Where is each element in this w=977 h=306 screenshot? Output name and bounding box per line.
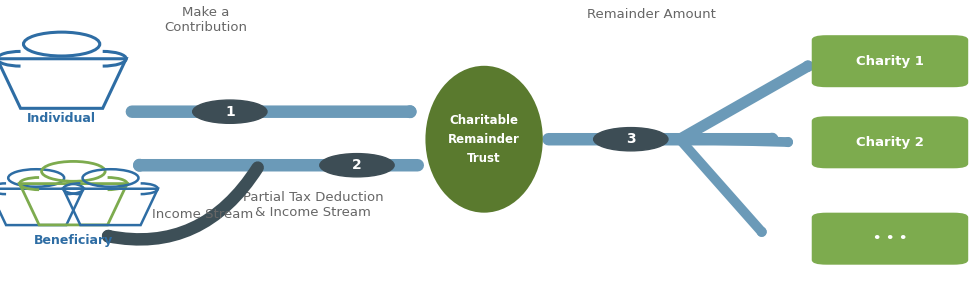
Text: Partial Tax Deduction
& Income Stream: Partial Tax Deduction & Income Stream <box>242 191 383 219</box>
FancyBboxPatch shape <box>811 35 967 87</box>
Text: Make a
Contribution: Make a Contribution <box>164 6 246 34</box>
Ellipse shape <box>425 66 542 213</box>
Text: Income Stream: Income Stream <box>151 208 253 221</box>
Text: Individual: Individual <box>27 112 96 125</box>
Text: Remainder Amount: Remainder Amount <box>586 8 715 21</box>
Text: • • •: • • • <box>871 232 907 245</box>
Text: Beneficiary: Beneficiary <box>33 234 113 247</box>
Text: 2: 2 <box>352 158 361 172</box>
Circle shape <box>192 100 267 123</box>
FancyBboxPatch shape <box>811 116 967 168</box>
Circle shape <box>319 154 394 177</box>
Circle shape <box>593 128 667 151</box>
Text: 1: 1 <box>225 105 234 119</box>
Text: Charity 1: Charity 1 <box>855 55 923 68</box>
Text: Charity 2: Charity 2 <box>855 136 923 149</box>
FancyBboxPatch shape <box>811 213 967 265</box>
Text: Charitable
Remainder
Trust: Charitable Remainder Trust <box>447 114 520 165</box>
Text: 3: 3 <box>625 132 635 146</box>
